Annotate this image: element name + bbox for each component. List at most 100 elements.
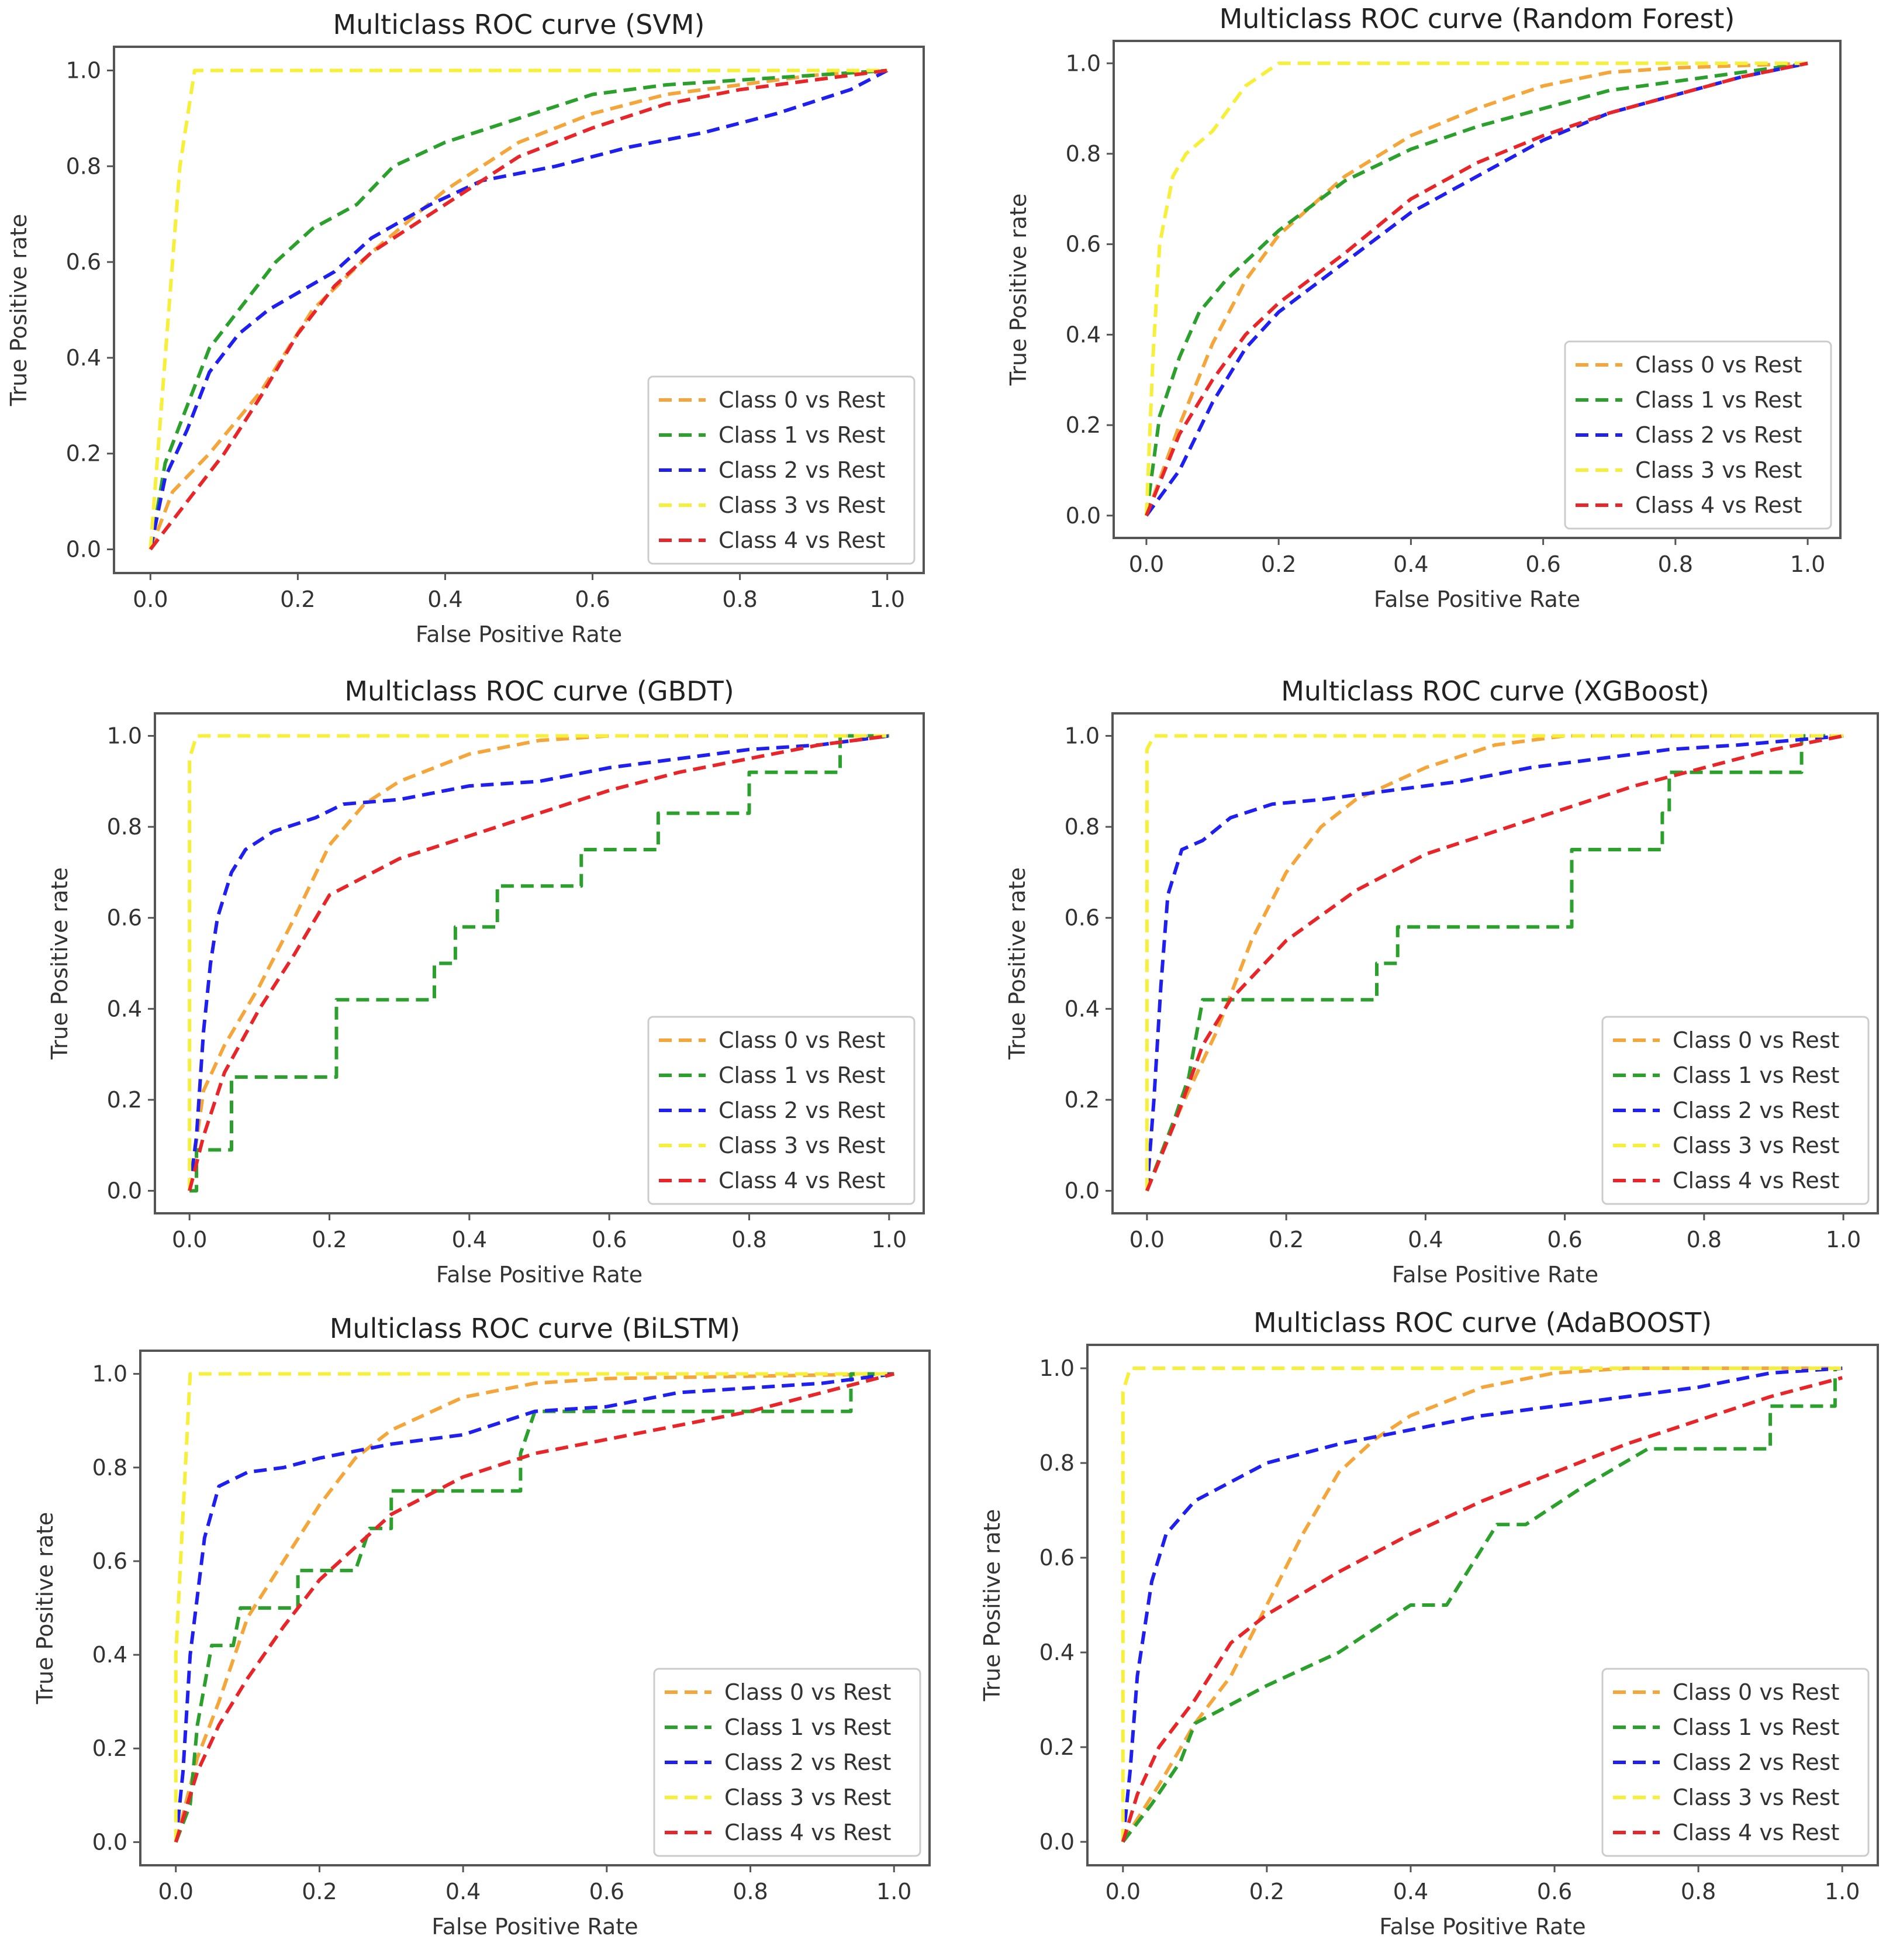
legend-entry-label: Class 1 vs Rest bbox=[1673, 1714, 1839, 1740]
legend-entry-label: Class 4 vs Rest bbox=[718, 527, 885, 553]
y-tick-label: 0.0 bbox=[92, 1829, 127, 1855]
legend-entry-label: Class 0 vs Rest bbox=[1635, 352, 1802, 378]
series-line-class-0 bbox=[174, 1372, 894, 1843]
chart-title: Multiclass ROC curve (SVM) bbox=[333, 9, 705, 40]
x-tick-label: 0.6 bbox=[1525, 551, 1560, 577]
y-tick-label: 0.0 bbox=[1039, 1829, 1075, 1855]
x-tick-label: 0.8 bbox=[731, 1227, 766, 1252]
series-line-class-3 bbox=[1145, 734, 1844, 1191]
series-line-class-2 bbox=[1121, 1367, 1843, 1842]
series-line-class-1 bbox=[1145, 734, 1844, 1192]
legend-entry-label: Class 2 vs Rest bbox=[724, 1749, 891, 1775]
y-axis-label: True Positive rate bbox=[979, 1509, 1005, 1702]
y-tick-label: 0.6 bbox=[1066, 232, 1101, 257]
y-tick-label: 0.0 bbox=[107, 1178, 142, 1204]
x-tick-label: 1.0 bbox=[869, 586, 904, 612]
x-tick-label: 0.0 bbox=[1106, 1879, 1141, 1904]
legend-entry-label: Class 3 vs Rest bbox=[1673, 1133, 1839, 1158]
legend-entry-label: Class 1 vs Rest bbox=[1673, 1062, 1839, 1088]
y-axis-label: True Positive rate bbox=[1006, 194, 1031, 387]
legend-box bbox=[647, 1016, 916, 1205]
y-tick-label: 1.0 bbox=[66, 58, 101, 84]
y-tick-label: 0.8 bbox=[1039, 1450, 1075, 1476]
x-tick-label: 1.0 bbox=[1826, 1227, 1861, 1252]
series-line-class-4 bbox=[148, 68, 888, 551]
y-tick-label: 0.2 bbox=[1065, 1087, 1100, 1113]
legend: Class 0 vs Rest Class 1 vs Rest Class 2 vs… bbox=[647, 375, 916, 565]
series-line-class-2 bbox=[188, 734, 890, 1191]
legend: Class 0 vs Rest Class 1 vs Rest Class 2 vs… bbox=[1601, 1016, 1870, 1205]
x-tick-label: 0.6 bbox=[1547, 1227, 1582, 1252]
x-tick-label: 0.4 bbox=[452, 1227, 487, 1252]
series-line-class-0 bbox=[1121, 1367, 1843, 1843]
roc-chart-5: Multiclass ROC curve (BiLSTM) 0.0 0.2 0.4 0.… bbox=[32, 1313, 931, 1940]
y-tick-label: 1.0 bbox=[1039, 1355, 1075, 1381]
y-tick-label: 0.0 bbox=[66, 537, 101, 563]
y-tick-label: 0.2 bbox=[1039, 1734, 1075, 1760]
x-tick-label: 0.8 bbox=[1681, 1879, 1716, 1904]
legend-entry-label: Class 1 vs Rest bbox=[724, 1714, 891, 1740]
legend-entry-label: Class 4 vs Rest bbox=[1635, 492, 1802, 518]
y-tick-label: 0.4 bbox=[66, 345, 101, 371]
y-tick-label: 0.2 bbox=[66, 441, 101, 467]
x-tick-label: 1.0 bbox=[1825, 1879, 1860, 1904]
x-tick-label: 0.8 bbox=[722, 586, 757, 612]
y-tick-label: 0.8 bbox=[66, 153, 101, 179]
series-line-class-1 bbox=[189, 734, 889, 1193]
y-tick-label: 1.0 bbox=[92, 1361, 127, 1387]
y-tick-label: 0.2 bbox=[92, 1735, 127, 1761]
legend-entry-label: Class 3 vs Rest bbox=[718, 492, 885, 518]
roc-chart-3: Multiclass ROC curve (GBDT) 0.0 0.2 0.4 0.6 0… bbox=[47, 675, 925, 1288]
x-tick-label: 0.4 bbox=[1408, 1227, 1443, 1252]
legend-entry-label: Class 3 vs Rest bbox=[1673, 1785, 1839, 1810]
series-line-class-4 bbox=[1145, 61, 1808, 516]
y-tick-label: 0.6 bbox=[1039, 1545, 1075, 1571]
legend-entry-label: Class 4 vs Rest bbox=[1673, 1168, 1839, 1193]
y-tick-label: 1.0 bbox=[1065, 723, 1100, 748]
chart-title: Multiclass ROC curve (BiLSTM) bbox=[330, 1313, 741, 1344]
series-line-class-3 bbox=[1144, 61, 1808, 516]
legend-entry-label: Class 2 vs Rest bbox=[1635, 422, 1802, 448]
y-axis-label: True Positive rate bbox=[32, 1512, 58, 1705]
series-line-class-3 bbox=[174, 1372, 894, 1842]
y-axis-label: True Positive rate bbox=[1004, 867, 1030, 1060]
legend-entry-label: Class 0 vs Rest bbox=[718, 1027, 885, 1053]
legend-box bbox=[647, 375, 916, 565]
x-tick-label: 0.4 bbox=[427, 586, 462, 612]
x-tick-label: 0.2 bbox=[1269, 1227, 1304, 1252]
roc-chart-1: Multiclass ROC curve (SVM) 0.0 0.2 0.4 0.6 0.… bbox=[6, 9, 925, 647]
y-tick-label: 0.8 bbox=[1066, 141, 1101, 167]
x-tick-label: 0.0 bbox=[1129, 551, 1164, 577]
legend-entry-label: Class 3 vs Rest bbox=[1635, 457, 1802, 483]
x-tick-label: 1.0 bbox=[872, 1227, 907, 1252]
x-tick-label: 0.2 bbox=[1261, 551, 1296, 577]
legend-entry-label: Class 1 vs Rest bbox=[718, 422, 885, 448]
y-tick-label: 0.0 bbox=[1065, 1178, 1100, 1204]
y-axis-label: True Positive rate bbox=[6, 214, 32, 407]
y-tick-label: 0.2 bbox=[1066, 412, 1101, 438]
chart-title: Multiclass ROC curve (AdaBOOST) bbox=[1253, 1307, 1712, 1338]
x-tick-label: 1.0 bbox=[876, 1879, 911, 1904]
legend-entry-label: Class 1 vs Rest bbox=[1635, 387, 1802, 413]
roc-chart-4: Multiclass ROC curve (XGBoost) 0.0 0.2 0.4 0… bbox=[1004, 675, 1879, 1288]
legend-entry-label: Class 4 vs Rest bbox=[718, 1168, 885, 1193]
y-tick-label: 0.4 bbox=[1039, 1640, 1075, 1665]
y-tick-label: 1.0 bbox=[107, 723, 142, 748]
y-axis-label: True Positive rate bbox=[47, 867, 72, 1060]
x-tick-label: 0.2 bbox=[312, 1227, 347, 1252]
legend: Class 0 vs Rest Class 1 vs Rest Class 2 vs… bbox=[1564, 340, 1832, 530]
legend-entry-label: Class 2 vs Rest bbox=[718, 457, 885, 483]
legend-entry-label: Class 2 vs Rest bbox=[718, 1098, 885, 1123]
x-tick-label: 0.8 bbox=[733, 1879, 768, 1904]
x-tick-label: 0.6 bbox=[592, 1227, 627, 1252]
legend: Class 0 vs Rest Class 1 vs Rest Class 2 vs… bbox=[653, 1668, 921, 1857]
chart-title: Multiclass ROC curve (GBDT) bbox=[344, 675, 734, 707]
legend: Class 0 vs Rest Class 1 vs Rest Class 2 vs… bbox=[647, 1016, 916, 1205]
y-tick-label: 0.2 bbox=[107, 1087, 142, 1113]
legend-entry-label: Class 3 vs Rest bbox=[724, 1785, 891, 1810]
series-line-class-4 bbox=[1145, 734, 1844, 1192]
legend-entry-label: Class 0 vs Rest bbox=[1673, 1027, 1839, 1053]
x-tick-label: 0.0 bbox=[133, 586, 168, 612]
legend-entry-label: Class 0 vs Rest bbox=[724, 1679, 891, 1705]
